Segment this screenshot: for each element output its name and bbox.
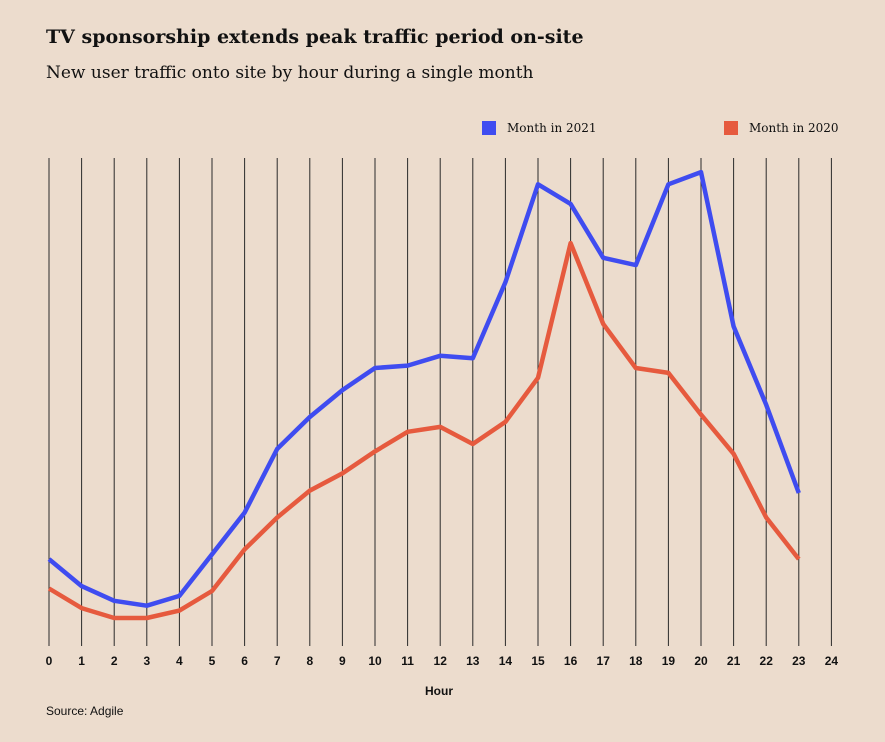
legend-swatch-2021 (482, 121, 496, 135)
x-tick-label: 2 (111, 654, 118, 668)
chart-subtitle: New user traffic onto site by hour durin… (46, 63, 534, 83)
x-tick-label: 5 (209, 654, 216, 668)
x-tick-label: 13 (466, 654, 480, 668)
legend-swatch-2020 (724, 121, 738, 135)
x-tick-label: 19 (662, 654, 676, 668)
x-axis-title: Hour (425, 684, 453, 698)
series-line-2020 (47, 240, 801, 621)
x-tick-label: 23 (792, 654, 806, 668)
x-tick-label: 8 (306, 654, 313, 668)
x-tick-label: 0 (46, 654, 53, 668)
x-tick-label: 24 (825, 654, 839, 668)
legend-label-2021: Month in 2021 (507, 121, 597, 135)
x-tick-label: 6 (241, 654, 248, 668)
x-tick-label: 17 (597, 654, 611, 668)
x-tick-label: 1 (78, 654, 85, 668)
x-tick-label: 11 (401, 654, 414, 668)
x-tick-label: 3 (143, 654, 150, 668)
x-tick-label: 10 (368, 654, 382, 668)
x-tick-label: 9 (339, 654, 346, 668)
x-tick-label: 12 (434, 654, 448, 668)
x-tick-label: 18 (629, 654, 643, 668)
x-tick-label: 15 (531, 654, 545, 668)
chart-title: TV sponsorship extends peak traffic peri… (46, 26, 584, 48)
x-tick-label: 16 (564, 654, 578, 668)
legend-item-2021: Month in 2021 (482, 119, 597, 137)
x-tick-label: 20 (694, 654, 708, 668)
x-tick-label: 14 (499, 654, 513, 668)
x-tick-label: 22 (760, 654, 774, 668)
series-line-2021 (47, 169, 801, 608)
legend-label-2020: Month in 2020 (749, 121, 839, 135)
x-tick-label: 4 (176, 654, 183, 668)
x-tick-label: 21 (727, 654, 741, 668)
legend-item-2020: Month in 2020 (724, 119, 839, 137)
x-tick-label: 7 (274, 654, 281, 668)
source-note: Source: Adgile (46, 704, 124, 718)
